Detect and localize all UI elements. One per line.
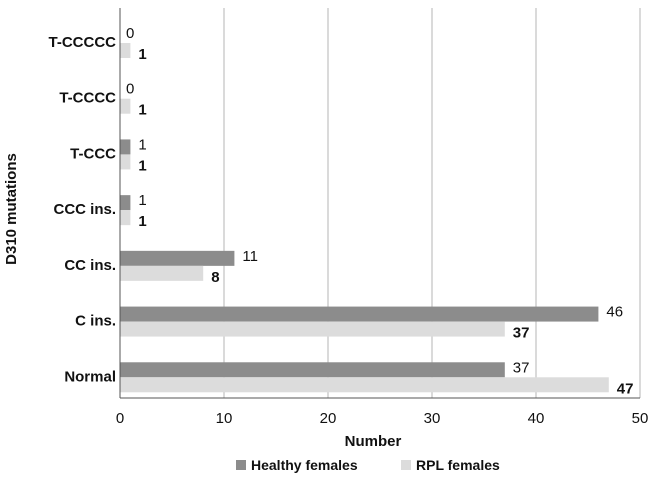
y-tick-label: CC ins. <box>64 257 116 274</box>
x-tick-label: 40 <box>528 410 545 427</box>
bar-rpl <box>120 321 505 337</box>
x-tick-label: 10 <box>216 410 233 427</box>
y-axis-title: D310 mutations <box>3 153 20 265</box>
bar-healthy <box>120 195 131 211</box>
bar-healthy <box>120 362 505 378</box>
y-tick-label: CCC ins. <box>53 201 116 218</box>
legend-label: RPL females <box>416 457 500 473</box>
x-tick-label: 30 <box>424 410 441 427</box>
data-label: 46 <box>606 304 623 321</box>
bar-rpl <box>120 43 131 58</box>
data-label: 1 <box>138 157 146 174</box>
bars <box>120 43 609 393</box>
bar-rpl <box>120 98 131 114</box>
x-tick-label: 0 <box>116 410 124 427</box>
legend-swatch <box>236 460 246 470</box>
data-label: 1 <box>138 102 146 119</box>
y-tick-label: T-CCCC <box>59 90 116 107</box>
data-label: 1 <box>138 46 146 63</box>
bar-rpl <box>120 210 131 226</box>
data-label: 47 <box>617 380 634 397</box>
bar-healthy <box>120 250 235 266</box>
legend-swatch <box>401 460 411 470</box>
data-label: 0 <box>126 25 134 42</box>
y-tick-label: Normal <box>64 368 116 385</box>
data-label: 1 <box>138 136 146 153</box>
data-label: 8 <box>211 269 219 286</box>
data-label: 0 <box>126 81 134 98</box>
bar-healthy <box>120 306 599 322</box>
data-label: 1 <box>138 192 146 209</box>
y-tick-label: C ins. <box>75 313 116 330</box>
grid <box>223 8 641 398</box>
x-tick-label: 20 <box>320 410 337 427</box>
bar-rpl <box>120 377 609 393</box>
data-label: 37 <box>513 325 530 342</box>
legend: Healthy females RPL females <box>236 457 500 473</box>
data-label: 37 <box>513 359 530 376</box>
bar-healthy <box>120 139 131 155</box>
data-label: 11 <box>242 248 258 265</box>
x-tick-label: 50 <box>632 410 649 427</box>
y-tick-label: T-CCC <box>70 145 116 162</box>
data-label: 1 <box>138 213 146 230</box>
bar-rpl <box>120 154 131 170</box>
legend-label: Healthy females <box>251 457 358 473</box>
y-tick-label: T-CCCCC <box>49 34 117 51</box>
x-axis-title: Number <box>345 433 402 450</box>
bar-rpl <box>120 265 204 281</box>
